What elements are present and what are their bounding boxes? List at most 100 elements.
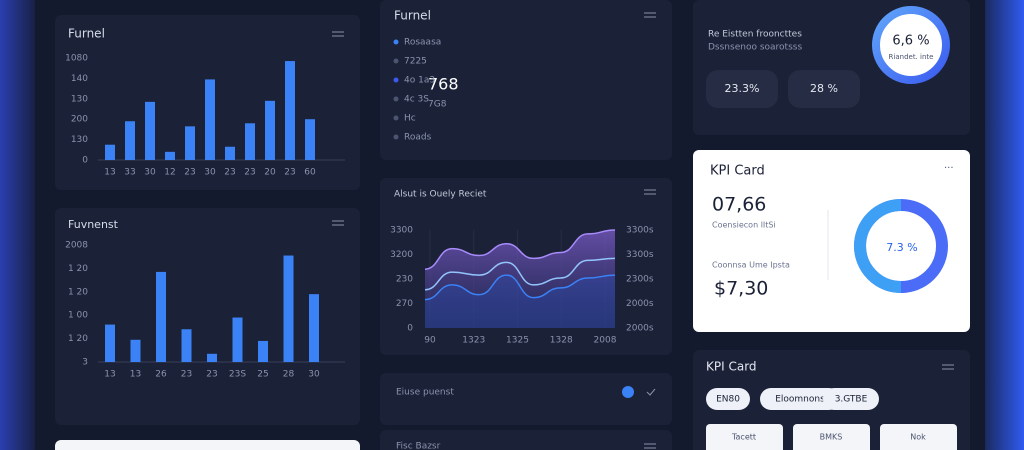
legend-label: Roads — [404, 133, 432, 143]
x-tick-label: 23 — [206, 370, 217, 380]
pill[interactable] — [760, 388, 840, 410]
bar — [232, 317, 243, 362]
panel-title: Fuvnenst — [68, 218, 119, 231]
y-tick-label: 1 20 — [68, 287, 88, 297]
y-tick-label: 1080 — [65, 54, 88, 64]
x-tick-label: 20 — [264, 168, 276, 178]
legend-dot — [393, 115, 399, 121]
x-tick-label: 23S — [229, 370, 246, 380]
x-tick-label: 26 — [155, 370, 167, 380]
card-title: KPI Card — [710, 164, 765, 179]
y-tick-label: 140 — [71, 74, 88, 84]
legend-dot — [393, 58, 399, 64]
legend-dot — [393, 77, 399, 83]
panel-title: Furnel — [394, 9, 431, 23]
legend-label: 7225 — [404, 57, 427, 67]
x-tick-label: 30 — [204, 168, 216, 178]
box-label: Nok — [910, 433, 926, 442]
area-line — [424, 229, 616, 270]
y-tick-label: 3300 — [390, 226, 413, 236]
bar — [130, 339, 141, 362]
donut-segment — [854, 199, 902, 293]
bar — [265, 100, 275, 160]
pill[interactable] — [788, 70, 860, 108]
pill-label: 3.GTBE — [835, 395, 868, 405]
pill-label: Eloomnons — [775, 395, 825, 405]
y2-tick-label: 3300s — [626, 250, 654, 260]
donut-value: 7.3 % — [886, 241, 917, 254]
area-fill — [425, 275, 615, 328]
pill-label: 23.3% — [725, 82, 760, 95]
bar — [156, 271, 166, 362]
y-tick-label: 130 — [71, 94, 88, 104]
x-tick-label: 23 — [224, 168, 235, 178]
y-tick-label: 230 — [396, 275, 413, 285]
check-icon[interactable] — [646, 388, 656, 396]
pill-label: 28 % — [810, 82, 838, 95]
x-tick-label: 23 — [184, 168, 195, 178]
box[interactable] — [706, 424, 783, 450]
toggle[interactable] — [622, 386, 634, 398]
x-tick-label: 13 — [104, 370, 115, 380]
x-tick-label: 28 — [283, 370, 295, 380]
more-icon[interactable]: ··· — [944, 163, 954, 174]
pill[interactable] — [823, 388, 879, 410]
bar — [205, 79, 215, 160]
x-tick-label: 25 — [257, 370, 268, 380]
bar — [145, 101, 155, 160]
y-tick-label: 200 — [71, 115, 88, 125]
panel-title: Furnel — [68, 27, 105, 41]
bar — [165, 151, 175, 160]
bar — [185, 126, 195, 160]
area-line — [424, 274, 616, 301]
sub-value: 7G8 — [428, 100, 447, 110]
x-tick-label: 1325 — [506, 336, 529, 346]
menu-icon[interactable] — [644, 189, 656, 195]
x-tick-label: 90 — [424, 336, 436, 346]
x-tick-label: 13 — [104, 168, 115, 178]
menu-icon[interactable] — [332, 220, 344, 226]
box[interactable] — [793, 424, 870, 450]
pill[interactable] — [706, 70, 778, 108]
panel-title: Fisc Bazsr — [396, 442, 441, 450]
bar — [181, 329, 192, 362]
menu-icon[interactable] — [332, 31, 344, 37]
menu-icon[interactable] — [942, 364, 954, 370]
bar — [105, 144, 115, 160]
y-tick-label: 3200 — [390, 250, 413, 260]
box[interactable] — [880, 424, 957, 450]
kpi-value: 07,66 — [712, 194, 766, 216]
y-tick-label: 130 — [71, 135, 88, 145]
ring — [872, 6, 950, 84]
box-label: BMKS — [820, 433, 843, 442]
legend-label: Hc — [404, 114, 416, 124]
ring-label: Riandet. inte — [889, 53, 934, 61]
legend-label: Rosaasa — [404, 38, 441, 48]
x-tick-label: 13 — [130, 370, 141, 380]
y2-tick-label: 2000s — [626, 324, 654, 334]
bar — [207, 353, 217, 362]
bar — [285, 61, 295, 161]
x-tick-label: 33 — [124, 168, 135, 178]
card — [55, 440, 360, 450]
bar — [309, 294, 319, 362]
y2-tick-label: 2300s — [626, 275, 654, 285]
bar — [283, 255, 294, 362]
menu-icon[interactable] — [644, 12, 656, 18]
legend-dot — [393, 134, 399, 140]
bar — [258, 340, 268, 362]
text: Dssnsenoo soarotsss — [708, 43, 802, 53]
y-tick-label: 0 — [82, 156, 88, 166]
x-tick-label: 30 — [144, 168, 156, 178]
x-tick-label: 30 — [308, 370, 320, 380]
y-tick-label: 1 20 — [68, 334, 88, 344]
y-tick-label: 1 20 — [68, 264, 88, 274]
bar — [225, 146, 235, 160]
menu-icon[interactable] — [644, 443, 656, 449]
area-fill — [425, 230, 615, 328]
pill[interactable] — [706, 388, 750, 410]
bar — [245, 123, 255, 160]
panel — [380, 0, 672, 160]
